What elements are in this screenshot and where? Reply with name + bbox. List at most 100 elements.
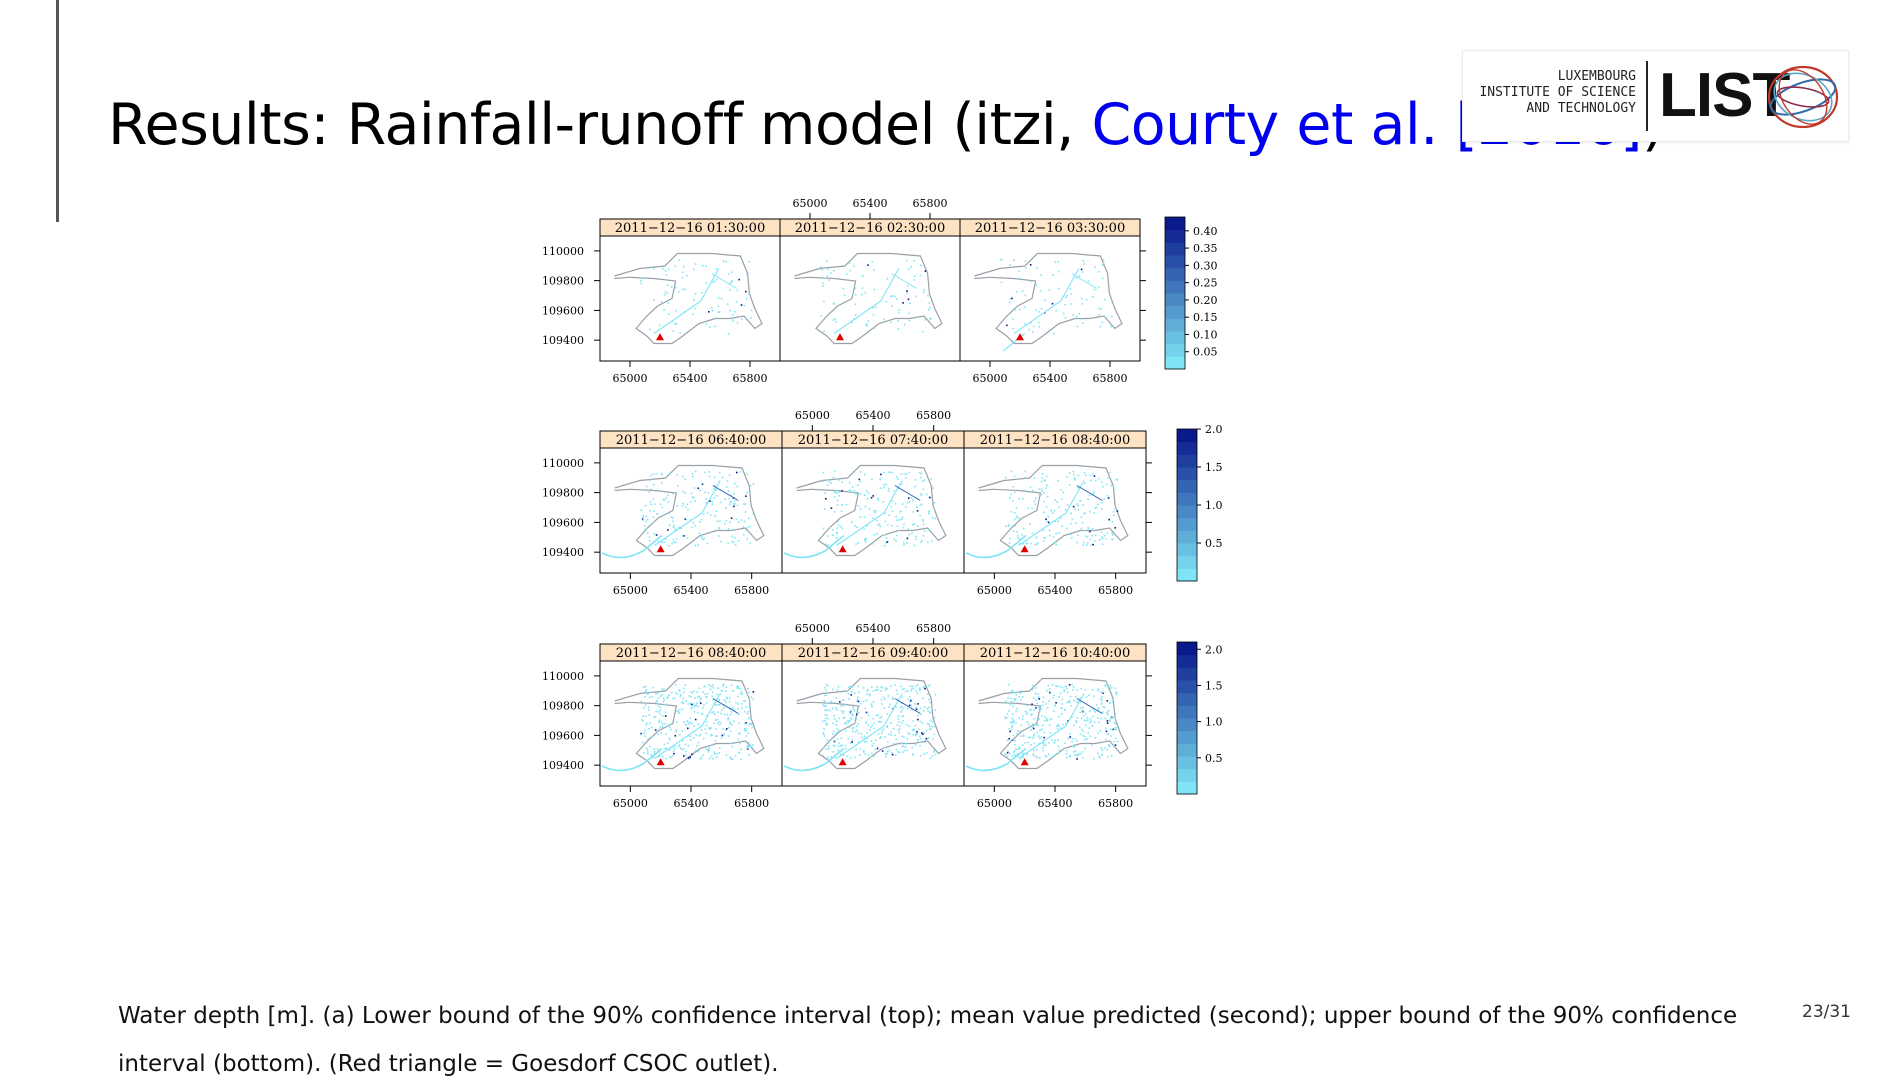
water-cell <box>642 752 645 754</box>
water-cell <box>909 701 911 703</box>
water-cell <box>1021 744 1024 746</box>
water-cell <box>823 735 826 737</box>
water-cell <box>1072 470 1075 473</box>
water-cell <box>1092 709 1095 711</box>
water-cell <box>682 288 684 291</box>
water-cell <box>669 739 671 741</box>
water-cell <box>1022 497 1024 500</box>
water-cell <box>860 703 862 705</box>
water-cell <box>717 703 719 706</box>
water-cell <box>1045 506 1048 508</box>
water-cell <box>738 742 741 745</box>
y-tick-label: 109400 <box>542 334 584 347</box>
water-cell <box>928 511 930 513</box>
water-cell <box>903 688 905 690</box>
water-cell <box>1060 713 1063 715</box>
water-cell <box>835 320 838 323</box>
drainage-line <box>1018 693 1085 759</box>
water-cell <box>1101 537 1104 540</box>
x-tick-label: 65400 <box>1038 584 1073 597</box>
water-cell <box>1019 730 1021 733</box>
water-cell <box>641 741 644 744</box>
colorbar-step <box>1165 280 1185 294</box>
water-cell <box>1110 728 1112 731</box>
water-cell <box>1014 518 1016 521</box>
water-cell <box>868 728 871 731</box>
y-tick-label: 110000 <box>542 457 584 470</box>
water-cell <box>897 328 900 330</box>
drainage-line <box>712 485 739 501</box>
water-cell <box>826 709 829 711</box>
water-cell <box>926 493 928 496</box>
water-cell <box>1100 691 1102 693</box>
water-cell <box>694 697 696 699</box>
water-cell <box>1051 739 1053 742</box>
water-cell <box>890 685 892 687</box>
water-cell <box>873 727 875 730</box>
water-cell <box>872 542 874 545</box>
water-cell <box>664 538 667 540</box>
water-cell <box>933 716 936 719</box>
water-cell <box>657 540 660 543</box>
water-cell <box>659 503 662 506</box>
water-cell <box>1057 723 1059 726</box>
water-cell <box>681 701 683 703</box>
water-cell <box>1080 687 1082 690</box>
water-cell <box>716 495 718 497</box>
water-cell <box>913 544 916 547</box>
water-cell <box>822 732 824 734</box>
water-cell <box>1090 479 1092 482</box>
water-cell <box>734 482 736 485</box>
water-cell <box>1098 314 1101 316</box>
water-cell <box>657 697 660 700</box>
water-cell <box>689 721 691 724</box>
water-cell <box>727 542 729 544</box>
water-cell <box>727 735 730 737</box>
water-cell <box>694 293 697 295</box>
water-cell <box>694 307 696 310</box>
water-cell <box>912 499 914 501</box>
water-cell <box>677 710 680 713</box>
water-cell <box>681 730 684 732</box>
water-cell <box>920 713 922 716</box>
water-cell <box>928 302 931 304</box>
colorbar-step <box>1165 343 1185 357</box>
water-cell <box>1089 722 1091 724</box>
water-cell <box>832 750 834 753</box>
water-cell <box>840 525 842 528</box>
water-cell <box>1084 735 1086 738</box>
water-cell <box>1084 747 1086 750</box>
water-cell <box>902 302 904 304</box>
water-cell <box>1107 733 1110 735</box>
water-cell <box>684 506 687 509</box>
water-cell <box>734 544 737 546</box>
water-cell <box>713 497 715 499</box>
water-cell <box>725 697 728 700</box>
water-cell <box>732 314 734 316</box>
water-cell <box>729 756 731 758</box>
water-cell <box>929 757 932 760</box>
water-cell <box>1024 489 1026 492</box>
water-cell <box>904 690 907 693</box>
water-cell <box>874 748 877 751</box>
water-cell <box>649 510 651 512</box>
water-cell <box>844 745 847 747</box>
water-cell <box>1043 511 1045 514</box>
water-cell <box>1016 752 1019 755</box>
water-cell <box>854 721 857 723</box>
water-cell <box>684 518 687 520</box>
water-cell <box>664 747 666 750</box>
water-cell <box>649 745 651 748</box>
water-cell <box>822 747 825 749</box>
water-cell <box>708 757 711 760</box>
water-cell <box>916 692 919 695</box>
water-cell <box>666 697 668 700</box>
water-cell <box>1009 703 1012 706</box>
water-cell <box>713 713 716 715</box>
colorbar-tick-label: 0.35 <box>1193 242 1218 255</box>
water-cell <box>1009 537 1011 540</box>
water-cell <box>1017 748 1019 751</box>
water-cell <box>729 521 731 524</box>
water-cell <box>675 730 678 733</box>
outlet-triangle <box>656 758 665 766</box>
